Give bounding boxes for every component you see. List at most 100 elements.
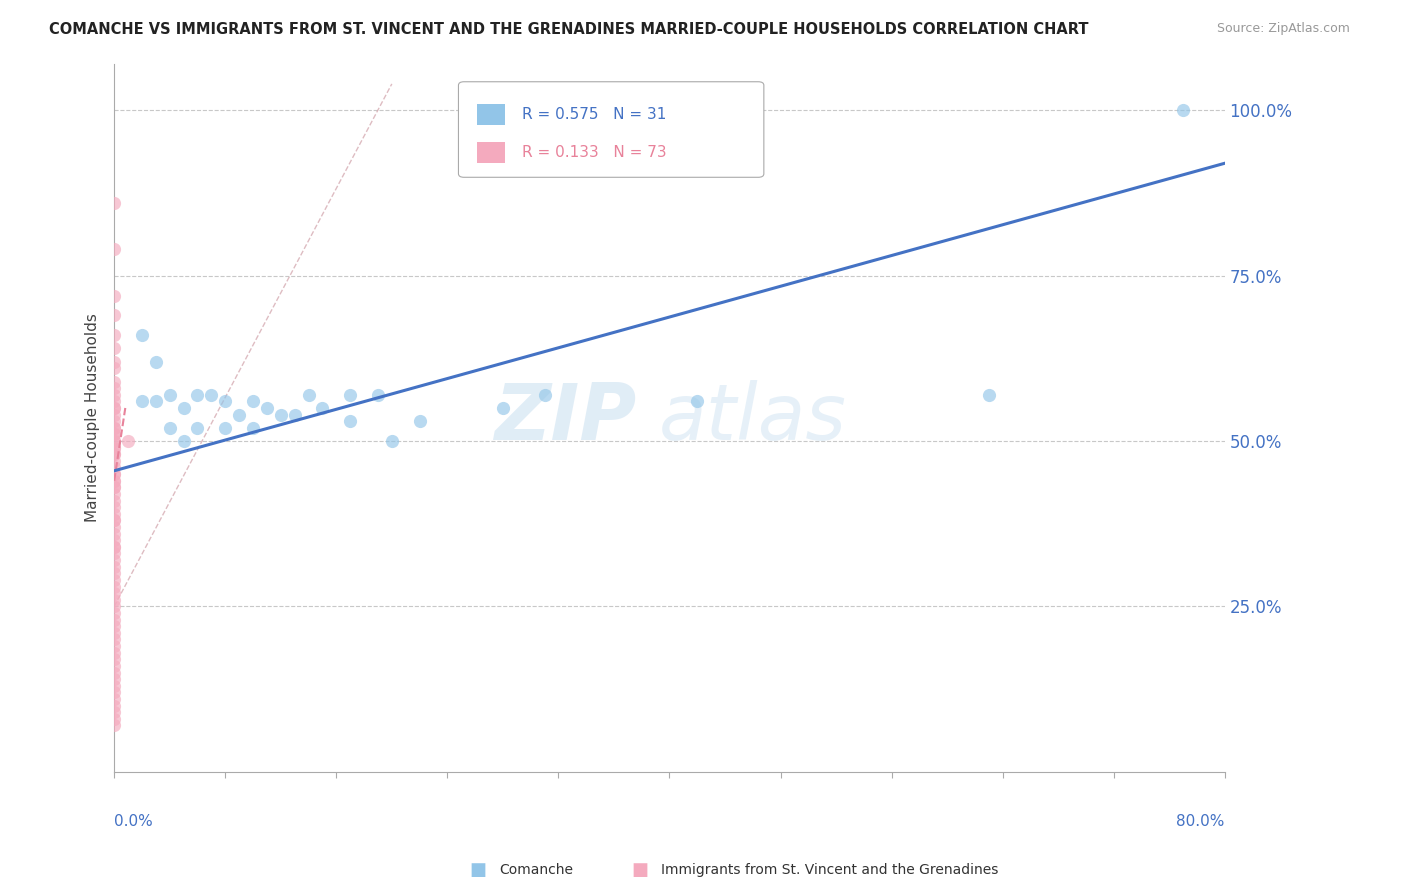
Text: COMANCHE VS IMMIGRANTS FROM ST. VINCENT AND THE GRENADINES MARRIED-COUPLE HOUSEH: COMANCHE VS IMMIGRANTS FROM ST. VINCENT … [49, 22, 1088, 37]
Point [103, 500, 125, 515]
Point [339, 388, 361, 402]
Point [103, 685, 125, 699]
Point [103, 480, 125, 494]
Point [200, 388, 222, 402]
Point [103, 718, 125, 732]
Point [103, 447, 125, 461]
Point [103, 526, 125, 541]
Point [173, 434, 195, 448]
Point [103, 705, 125, 719]
Point [145, 354, 167, 368]
Point [103, 454, 125, 468]
Y-axis label: Married-couple Households: Married-couple Households [86, 313, 100, 523]
Point [103, 520, 125, 534]
Point [103, 698, 125, 713]
Point [103, 513, 125, 527]
Point [242, 421, 264, 435]
Point [103, 625, 125, 640]
Point [103, 540, 125, 554]
Point [103, 375, 125, 389]
Point [103, 421, 125, 435]
Point [103, 606, 125, 620]
Point [533, 388, 555, 402]
Point [103, 646, 125, 660]
Point [103, 592, 125, 607]
Point [103, 414, 125, 428]
Point [284, 408, 307, 422]
Point [103, 460, 125, 475]
Point [103, 652, 125, 666]
Point [256, 401, 278, 415]
Point [103, 242, 125, 256]
Point [103, 619, 125, 633]
Point [103, 381, 125, 395]
Point [145, 394, 167, 409]
Point [103, 427, 125, 442]
Point [103, 546, 125, 560]
Point [381, 434, 404, 448]
Point [103, 679, 125, 693]
Point [103, 434, 125, 448]
Point [159, 388, 181, 402]
Point [103, 493, 125, 508]
Point [103, 467, 125, 482]
Point [977, 388, 1000, 402]
Point [186, 388, 208, 402]
Point [103, 639, 125, 653]
Point [173, 401, 195, 415]
Point [103, 309, 125, 323]
Point [103, 388, 125, 402]
Text: ZIP: ZIP [494, 380, 636, 456]
Point [103, 586, 125, 600]
Point [103, 421, 125, 435]
FancyBboxPatch shape [458, 82, 763, 178]
Point [103, 599, 125, 614]
Point [103, 474, 125, 488]
Point [214, 421, 236, 435]
Point [103, 487, 125, 501]
Text: Comanche: Comanche [499, 863, 574, 877]
Point [103, 507, 125, 521]
Point [103, 328, 125, 343]
Bar [477, 142, 505, 163]
Text: 80.0%: 80.0% [1177, 814, 1225, 830]
Bar [477, 103, 505, 125]
Point [408, 414, 430, 428]
Point [228, 408, 250, 422]
Text: ■: ■ [631, 861, 648, 879]
Text: ■: ■ [470, 861, 486, 879]
Text: R = 0.575   N = 31: R = 0.575 N = 31 [522, 107, 666, 122]
Point [686, 394, 709, 409]
Point [103, 533, 125, 548]
Point [103, 342, 125, 356]
Point [103, 408, 125, 422]
Point [103, 566, 125, 581]
Point [103, 480, 125, 494]
Point [103, 196, 125, 211]
Point [103, 659, 125, 673]
Point [103, 288, 125, 302]
Point [103, 447, 125, 461]
Point [103, 553, 125, 567]
Point [103, 540, 125, 554]
Point [492, 401, 515, 415]
Point [103, 665, 125, 680]
Point [103, 632, 125, 647]
Point [311, 401, 333, 415]
Point [103, 559, 125, 574]
Point [103, 441, 125, 455]
Text: R = 0.133   N = 73: R = 0.133 N = 73 [522, 145, 666, 160]
Point [103, 467, 125, 482]
Point [159, 421, 181, 435]
Point [103, 401, 125, 415]
Point [1171, 103, 1194, 118]
Point [103, 427, 125, 442]
Point [103, 692, 125, 706]
Point [103, 394, 125, 409]
Point [103, 613, 125, 627]
Point [103, 672, 125, 686]
Point [131, 328, 153, 343]
Point [339, 414, 361, 428]
Point [367, 388, 389, 402]
Point [103, 441, 125, 455]
